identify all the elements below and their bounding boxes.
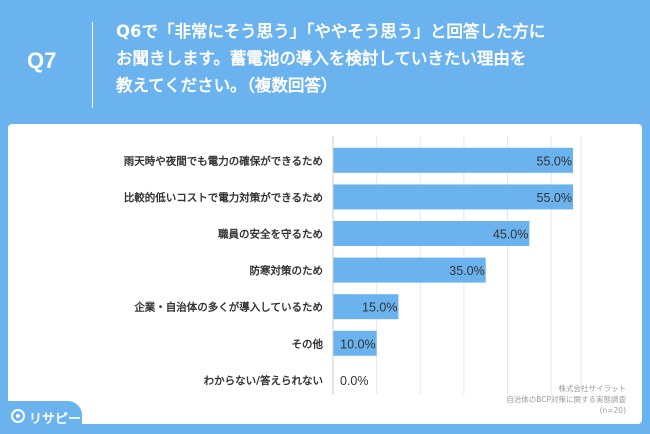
category-label: 企業・自治体の多くが導入しているため	[133, 301, 323, 314]
bar	[333, 147, 573, 173]
bar	[333, 330, 377, 356]
category-label: 防寒対策のため	[250, 264, 324, 277]
question-header: Q7 Q6で「非常にそう思う」「ややそう思う」と回答した方に お聞きします。蓄電…	[0, 0, 650, 124]
value-label: 0.0%	[340, 374, 369, 388]
source-survey: 自治体のBCP対策に関する実態調査	[506, 395, 626, 404]
question-line: 教えてください。（複数回答）	[116, 76, 338, 95]
source-note: 株式会社サイラット 自治体のBCP対策に関する実態調査 (n=20)	[506, 383, 626, 416]
question-line: お聞きします。蓄電池の導入を検討していきたい理由を	[116, 49, 527, 68]
bar	[333, 257, 486, 283]
bar	[333, 294, 399, 320]
category-label: 職員の安全を守るため	[218, 228, 323, 241]
bar	[333, 184, 573, 210]
header-divider	[92, 22, 93, 108]
question-number: Q7	[27, 48, 57, 73]
bar-chart: 雨天時や夜間でも電力の確保ができるため 55.0% 比較的低いコストで電力対策ができ…	[124, 136, 582, 395]
question-text: Q6で「非常にそう思う」「ややそう思う」と回答した方に お聞きします。蓄電池の導…	[116, 18, 636, 99]
value-label: 10.0%	[340, 337, 375, 351]
category-label: わからない/答えられない	[204, 374, 323, 387]
chart-panel: 雨天時や夜間でも電力の確保ができるため 55.0% 比較的低いコストで電力対策ができ…	[8, 124, 642, 424]
question-line: Q6で「非常にそう思う」「ややそう思う」と回答した方に	[116, 22, 546, 41]
value-label: 15.0%	[362, 301, 397, 315]
value-label: 55.0%	[537, 191, 572, 205]
category-label: 雨天時や夜間でも電力の確保ができるため	[124, 154, 323, 167]
value-label: 45.0%	[493, 228, 528, 242]
value-label: 55.0%	[537, 154, 572, 168]
source-company: 株式会社サイラット	[558, 384, 627, 393]
value-label: 35.0%	[449, 264, 484, 278]
brand-name: リサピー	[29, 412, 82, 427]
search-icon	[11, 409, 25, 423]
bar	[333, 221, 530, 246]
brand-logo: リサピー	[0, 401, 82, 434]
source-sample-size: (n=20)	[599, 406, 626, 415]
category-label: その他	[292, 337, 324, 350]
category-label: 比較的低いコストで電力対策ができるため	[124, 191, 323, 204]
